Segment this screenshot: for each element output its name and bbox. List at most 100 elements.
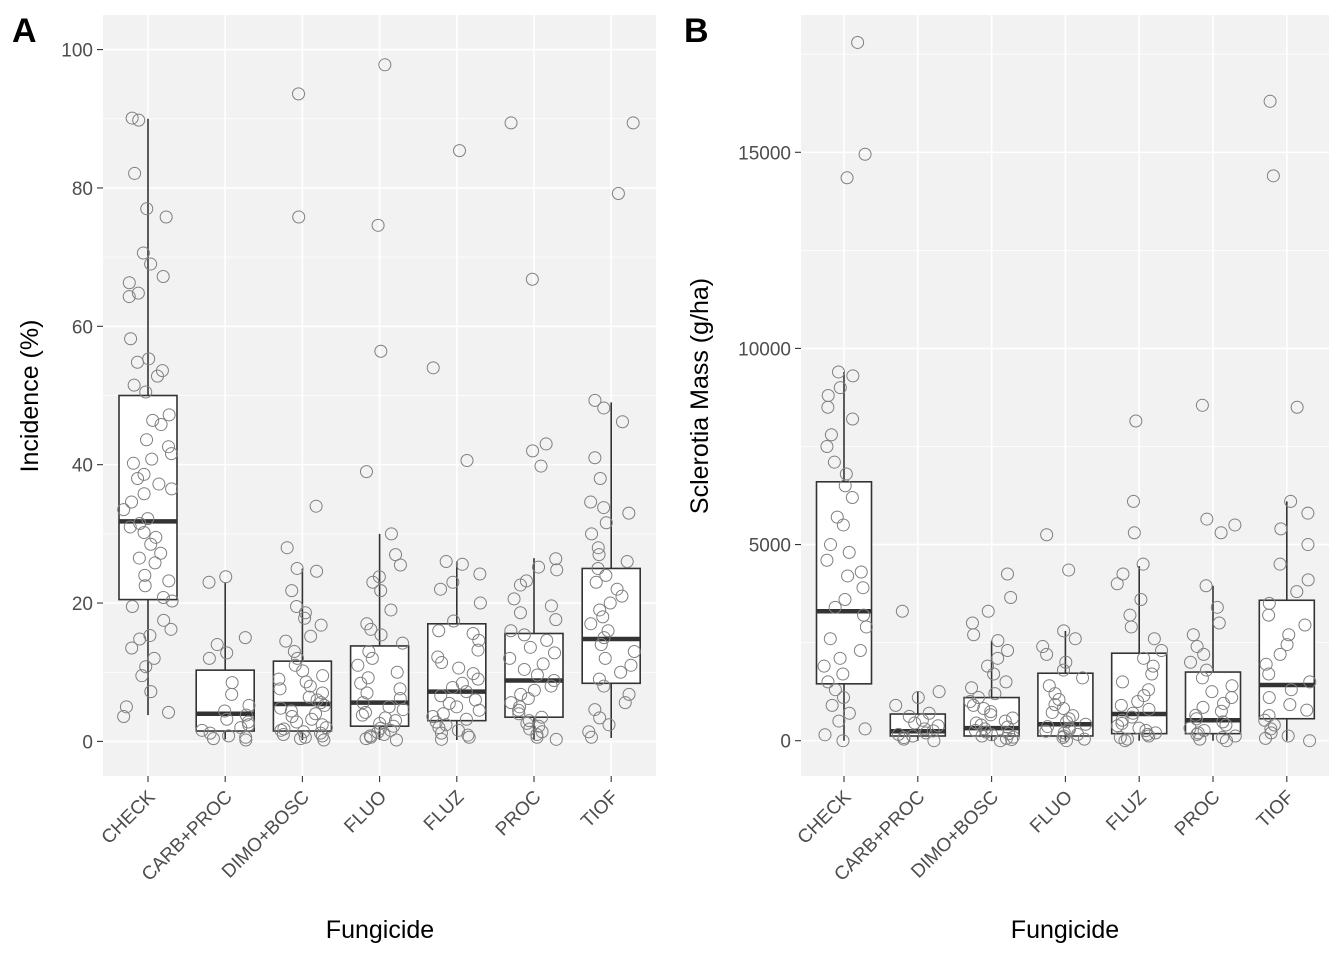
data-point xyxy=(525,272,539,286)
data-point xyxy=(137,487,151,501)
data-point xyxy=(309,499,323,513)
data-point xyxy=(455,557,469,571)
box-body xyxy=(1184,671,1242,735)
data-point xyxy=(851,35,865,49)
data-point xyxy=(1298,618,1312,632)
data-point xyxy=(297,725,311,739)
data-point xyxy=(841,569,855,583)
data-point xyxy=(963,694,977,708)
data-point xyxy=(139,660,153,674)
data-point xyxy=(148,556,162,570)
data-point xyxy=(1142,702,1156,716)
data-point xyxy=(1068,632,1082,646)
data-point xyxy=(473,596,487,610)
data-point xyxy=(593,472,607,486)
data-point xyxy=(119,700,133,714)
data-point xyxy=(1219,734,1233,748)
data-point xyxy=(298,611,312,625)
data-point xyxy=(520,716,534,730)
data-point xyxy=(858,147,872,161)
data-point xyxy=(527,683,541,697)
data-point xyxy=(138,568,152,582)
data-point xyxy=(601,624,615,638)
data-point xyxy=(1210,600,1224,614)
data-point xyxy=(593,711,607,725)
data-point xyxy=(548,646,562,660)
data-point xyxy=(1281,729,1295,743)
data-point xyxy=(523,640,537,654)
data-point xyxy=(1041,720,1055,734)
data-point xyxy=(451,723,465,737)
data-point xyxy=(302,690,316,704)
data-point xyxy=(842,706,856,720)
data-point xyxy=(854,565,868,579)
data-point xyxy=(836,734,850,748)
data-point xyxy=(1057,624,1071,638)
data-point xyxy=(123,520,137,534)
data-point xyxy=(1115,713,1129,727)
data-point xyxy=(1004,591,1018,605)
data-point xyxy=(504,624,518,638)
data-point xyxy=(315,686,329,700)
data-point xyxy=(532,560,546,574)
data-point xyxy=(596,610,610,624)
data-point xyxy=(442,696,456,710)
panel-a-y-axis: 0 20 40 60 80 100 xyxy=(61,41,103,753)
data-point xyxy=(611,186,625,200)
data-point xyxy=(522,714,536,728)
data-point xyxy=(539,437,553,451)
data-point xyxy=(384,603,398,617)
data-point xyxy=(504,116,518,130)
data-point xyxy=(592,672,606,686)
data-point xyxy=(603,596,617,610)
data-point xyxy=(1189,708,1203,722)
data-point xyxy=(1205,685,1219,699)
data-point xyxy=(447,614,461,628)
data-point xyxy=(597,401,611,415)
data-point xyxy=(830,510,844,524)
data-point xyxy=(1147,632,1161,646)
data-point xyxy=(831,365,845,379)
data-point xyxy=(1190,640,1204,654)
data-point xyxy=(1062,721,1076,735)
data-point xyxy=(276,727,290,741)
y-tick-label: 10000 xyxy=(738,339,791,360)
panel-b-x-axis-title: Fungicide xyxy=(1011,916,1119,944)
data-point xyxy=(1212,616,1226,630)
data-point xyxy=(360,617,374,631)
data-point xyxy=(132,113,146,127)
data-point xyxy=(599,568,613,582)
data-point xyxy=(377,727,391,741)
data-point xyxy=(280,541,294,555)
box-body xyxy=(815,480,873,685)
data-point xyxy=(549,732,563,746)
data-point xyxy=(291,651,305,665)
data-point xyxy=(856,581,870,595)
data-point xyxy=(439,555,453,569)
data-point xyxy=(358,705,372,719)
data-point xyxy=(626,116,640,130)
data-point xyxy=(165,594,179,608)
data-point xyxy=(165,482,179,496)
data-point xyxy=(137,467,151,481)
data-point xyxy=(965,616,979,630)
data-point xyxy=(1214,704,1228,718)
data-point xyxy=(504,696,518,710)
box-body xyxy=(1110,652,1168,735)
data-point xyxy=(374,584,388,598)
x-tick-label: CHECK xyxy=(794,786,856,848)
data-point xyxy=(521,692,535,706)
panel-b-y-axis-title: Sclerotia Mass (g/ha) xyxy=(686,278,714,514)
data-point xyxy=(584,617,598,631)
data-point xyxy=(993,734,1007,748)
data-point xyxy=(371,218,385,232)
data-point xyxy=(594,638,608,652)
data-point xyxy=(455,676,469,690)
data-point xyxy=(285,710,299,724)
data-point xyxy=(828,683,842,697)
data-point xyxy=(225,676,239,690)
data-point xyxy=(908,716,922,730)
data-point xyxy=(459,712,473,726)
data-point xyxy=(156,591,170,605)
data-point xyxy=(135,669,149,683)
